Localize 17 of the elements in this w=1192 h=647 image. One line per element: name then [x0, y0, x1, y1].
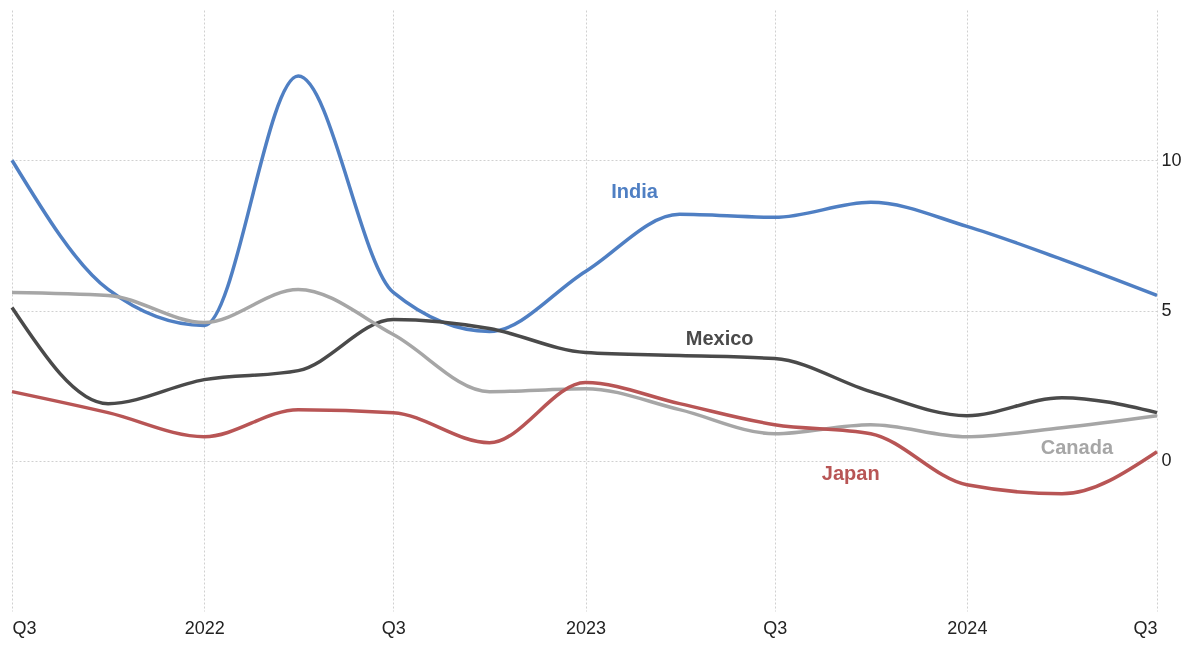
x-tick-label: 2023	[566, 617, 607, 638]
line-series	[10, 380, 1159, 496]
x-tick-label: Q3	[12, 617, 37, 638]
series-label: Mexico	[685, 326, 754, 349]
x-tick-label: Q3	[1133, 617, 1158, 638]
series-label: Japan	[821, 461, 880, 484]
x-tick-label: Q3	[763, 617, 788, 638]
line-series	[10, 305, 1159, 418]
y-tick-label: 10	[1161, 149, 1182, 170]
series-label: Canada	[1040, 435, 1114, 458]
y-tick-label: 5	[1161, 300, 1172, 320]
x-tick-label: 2024	[947, 617, 988, 638]
y-tick-label: 0	[1161, 450, 1172, 471]
line-series	[10, 287, 1159, 439]
x-tick-label: Q3	[381, 617, 406, 638]
x-tick-label: 2022	[184, 617, 225, 638]
series-label: India	[611, 180, 659, 203]
